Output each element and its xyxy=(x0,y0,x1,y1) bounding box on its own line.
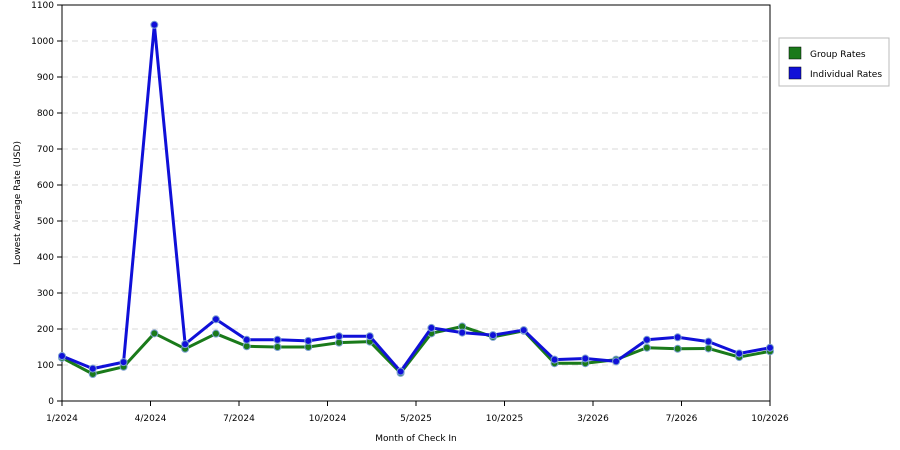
data-point-individual-rates xyxy=(88,364,97,373)
x-tick-label: 3/2026 xyxy=(577,414,609,424)
data-point-group-rates xyxy=(273,343,282,351)
data-point-individual-rates xyxy=(766,343,774,352)
legend-label-individual-rates: Individual Rates xyxy=(810,70,882,80)
data-point-individual-rates xyxy=(150,20,159,29)
y-tick-label: 400 xyxy=(37,253,54,263)
x-tick-label: 7/2024 xyxy=(223,414,255,424)
data-point-individual-rates xyxy=(519,326,528,335)
data-point-group-rates xyxy=(335,338,344,347)
data-point-individual-rates xyxy=(458,328,467,337)
data-point-individual-rates xyxy=(242,335,251,344)
data-point-individual-rates xyxy=(612,357,621,366)
y-tick-label: 1000 xyxy=(31,37,54,47)
data-point-individual-rates xyxy=(673,333,682,342)
x-tick-label: 5/2025 xyxy=(400,414,432,424)
y-tick-label: 200 xyxy=(37,325,54,335)
legend-swatch-individual-rates xyxy=(788,66,802,80)
data-point-group-rates xyxy=(242,342,251,351)
x-axis-label: Month of Check In xyxy=(375,434,457,444)
legend-swatch-group-rates xyxy=(788,46,802,60)
x-tick-label: 4/2024 xyxy=(135,414,167,424)
data-point-individual-rates xyxy=(273,335,282,344)
series xyxy=(58,20,774,378)
legend: Group Rates Individual Rates xyxy=(778,37,890,87)
y-tick-label: 800 xyxy=(37,109,54,119)
data-point-group-rates xyxy=(642,343,651,352)
y-tick-label: 900 xyxy=(37,73,54,83)
data-point-individual-rates xyxy=(735,349,744,358)
legend-label-group-rates: Group Rates xyxy=(810,50,866,60)
data-point-individual-rates xyxy=(704,337,713,346)
x-tick-label: 1/2024 xyxy=(46,414,78,424)
x-axis-ticks: 1/2024 4/2024 7/2024 10/2024 5/2025 10/2025 3/… xyxy=(46,401,789,424)
data-point-group-rates xyxy=(673,344,682,353)
data-point-individual-rates xyxy=(58,352,66,360)
data-point-individual-rates xyxy=(581,354,590,363)
y-tick-label: 0 xyxy=(48,397,54,407)
data-point-group-rates xyxy=(150,329,159,338)
data-point-individual-rates xyxy=(642,335,651,344)
y-tick-label: 600 xyxy=(37,181,54,191)
y-axis-label: Lowest Average Rate (USD) xyxy=(13,141,23,265)
x-tick-label: 10/2026 xyxy=(751,414,789,424)
data-point-individual-rates xyxy=(181,340,190,349)
data-point-individual-rates xyxy=(488,331,497,340)
data-point-individual-rates xyxy=(427,323,436,332)
y-axis-ticks: 0 100 200 300 400 500 600 700 800 900 1000 1100 xyxy=(31,1,62,407)
gridlines xyxy=(62,40,770,366)
data-point-group-rates xyxy=(211,329,220,338)
y-tick-label: 500 xyxy=(37,217,54,227)
y-tick-label: 700 xyxy=(37,145,54,155)
data-point-individual-rates xyxy=(119,358,128,367)
data-point-group-rates xyxy=(704,344,713,353)
x-tick-label: 10/2024 xyxy=(309,414,347,424)
series-line-group-rates xyxy=(61,324,771,376)
series-line-individual-rates xyxy=(61,23,771,373)
y-tick-label: 100 xyxy=(37,361,54,371)
y-tick-label: 300 xyxy=(37,289,54,299)
data-point-individual-rates xyxy=(365,332,374,341)
data-point-individual-rates xyxy=(396,367,405,376)
data-point-individual-rates xyxy=(304,336,313,345)
x-tick-label: 7/2026 xyxy=(666,414,698,424)
data-point-individual-rates xyxy=(211,315,220,324)
x-tick-label: 10/2025 xyxy=(486,414,523,424)
y-tick-label: 1100 xyxy=(31,1,54,11)
data-point-individual-rates xyxy=(335,332,344,341)
data-point-individual-rates xyxy=(550,355,559,364)
